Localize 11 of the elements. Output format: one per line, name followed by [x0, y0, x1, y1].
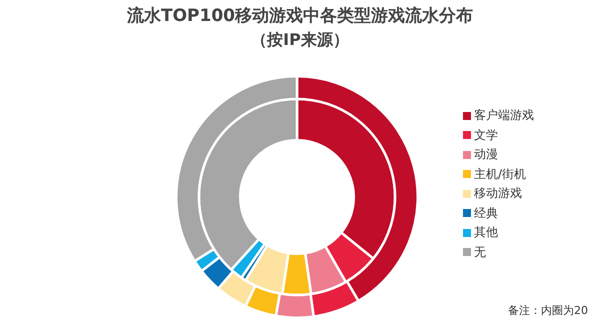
- legend-label: 无: [474, 244, 486, 261]
- chart-title: 流水TOP100移动游戏中各类型游戏流水分布: [126, 5, 474, 27]
- chart-subtitle: （按IP来源）: [250, 30, 350, 51]
- legend-label: 主机/街机: [474, 166, 526, 183]
- legend-label: 动漫: [474, 146, 498, 164]
- text: 备注：内圈为20: [508, 303, 588, 318]
- legend-label: 移动游戏: [474, 185, 522, 202]
- legend-label: 其他: [474, 224, 498, 242]
- legend-label: 文学: [474, 126, 498, 144]
- legend-label: 经典: [474, 204, 498, 222]
- legend-label: 客户端游戏: [474, 107, 534, 124]
